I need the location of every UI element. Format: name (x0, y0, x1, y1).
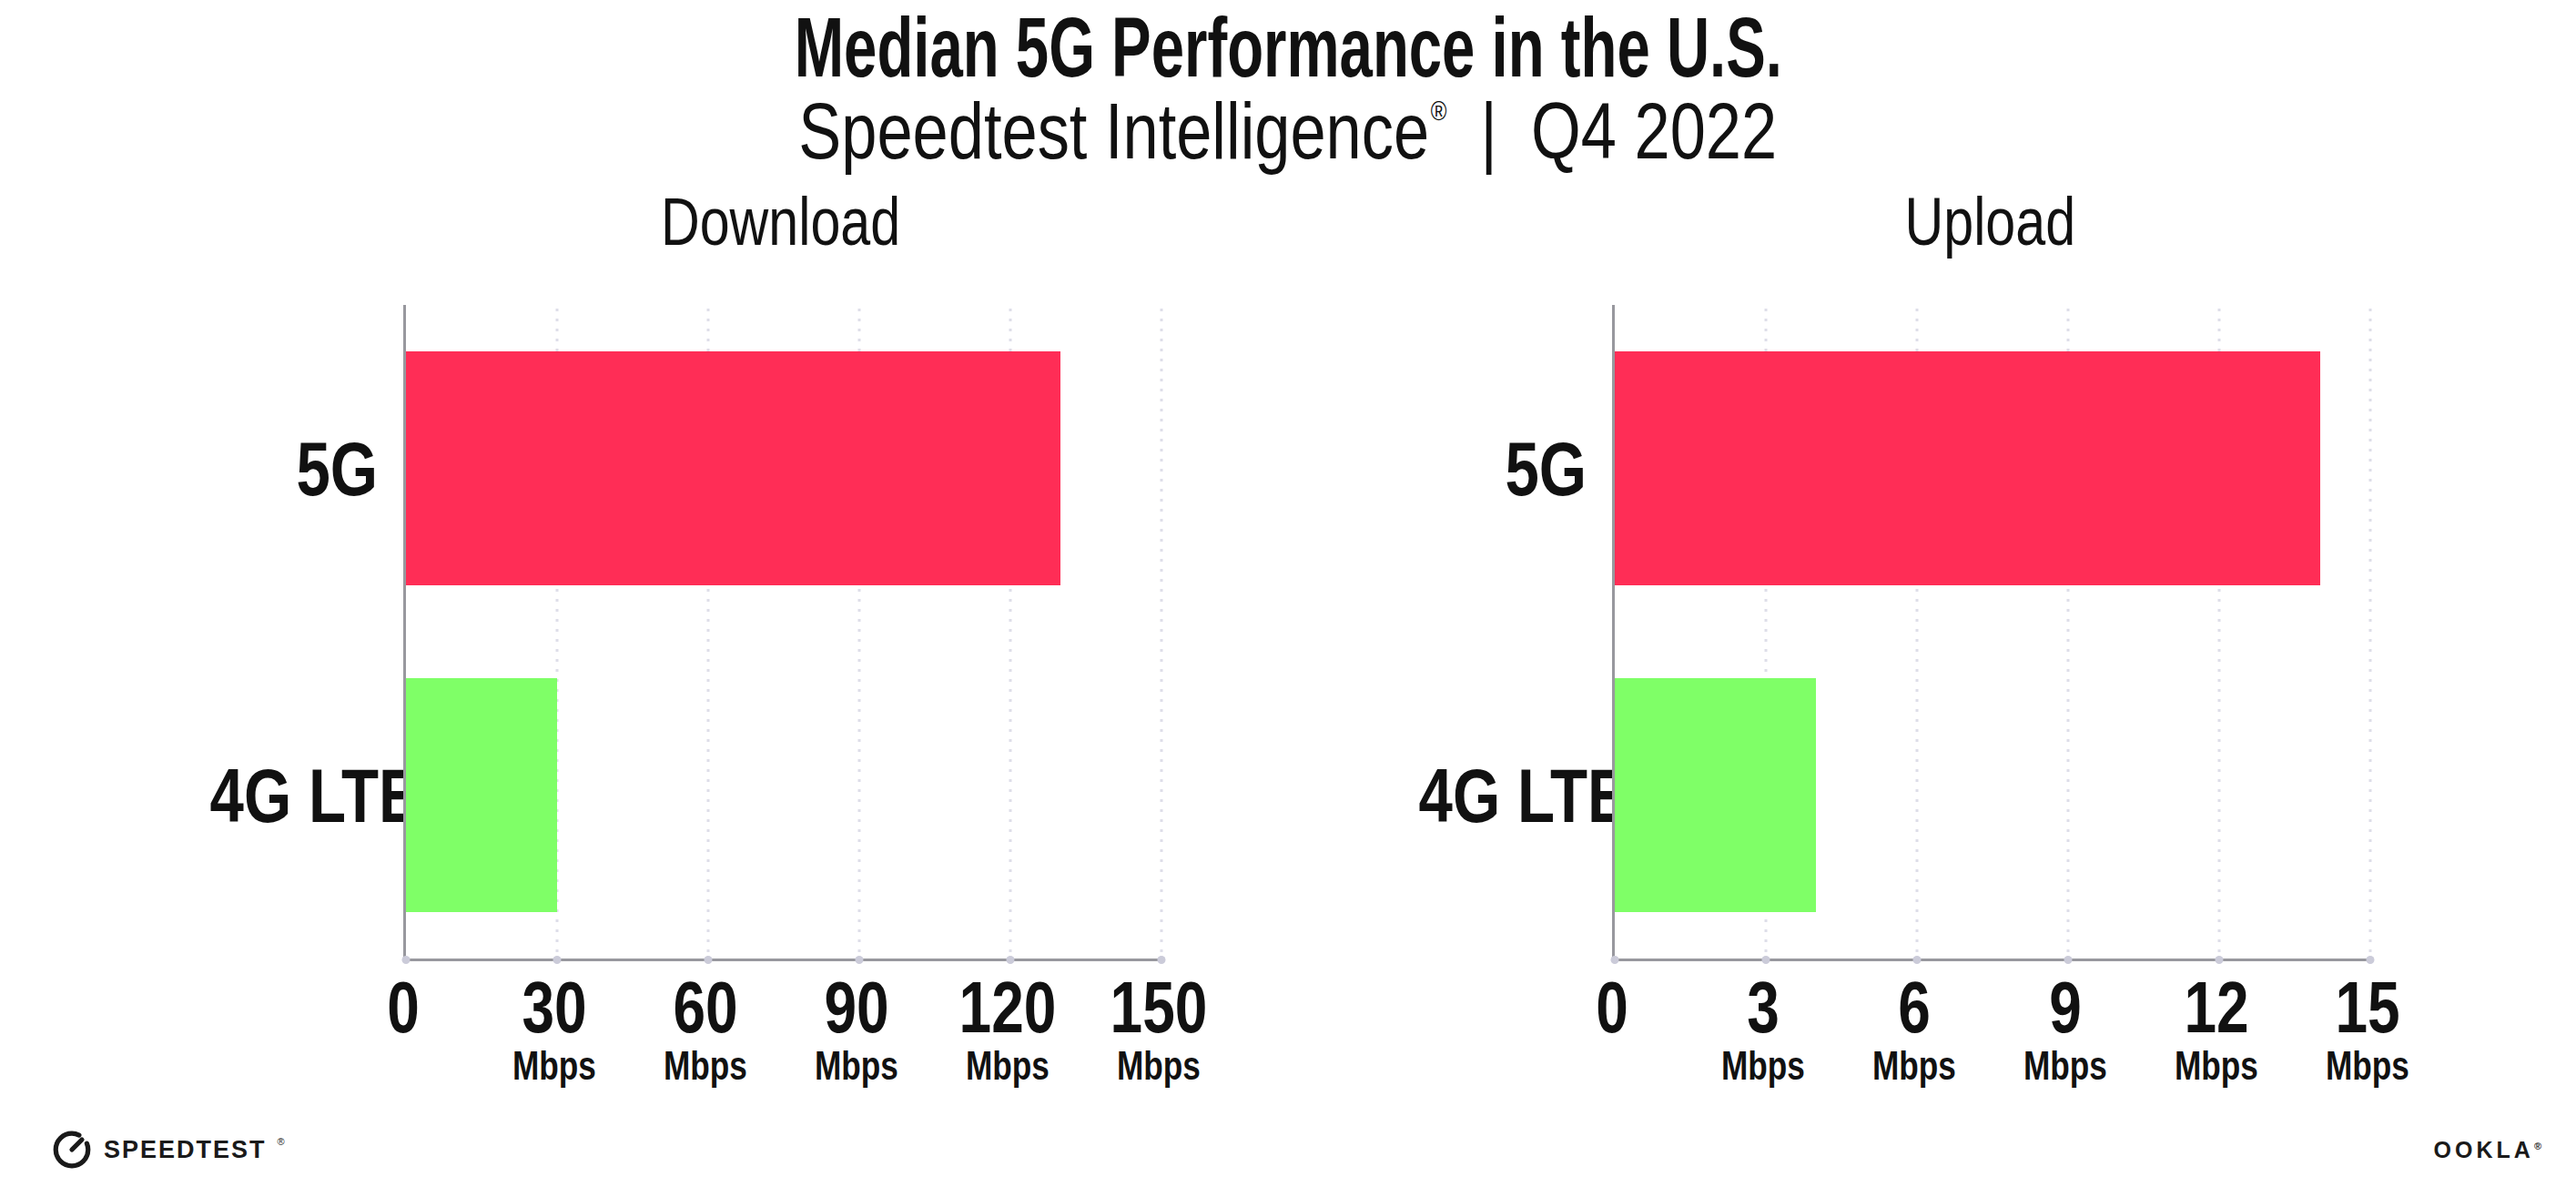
category-label-text: 4G LTE (210, 757, 420, 834)
category-label-5g: 5G (157, 431, 378, 507)
x-tick-unit: Mbps (959, 1046, 1057, 1086)
x-tick-90: 90Mbps (805, 971, 909, 1086)
page-title: Median 5G Performance in the U.S. (0, 5, 2576, 89)
x-tick-unit: Mbps (2175, 1046, 2258, 1086)
upload-category-labels: 5G 4G LTE (1366, 187, 1587, 1106)
x-tick-number: 90 (815, 971, 898, 1044)
gridline-150 (1161, 305, 1163, 959)
x-tick-unit: Mbps (2326, 1046, 2409, 1086)
page-subtitle-text: Speedtest Intelligence® | Q4 2022 (799, 91, 1778, 171)
x-tick-number: 0 (1596, 971, 1628, 1044)
x-tick-12: 12Mbps (2165, 971, 2269, 1086)
x-tick-unit: Mbps (664, 1046, 747, 1086)
infographic-canvas: Median 5G Performance in the U.S. Speedt… (0, 0, 2576, 1197)
x-tick-120: 120Mbps (947, 971, 1068, 1086)
x-tick-number: 120 (959, 971, 1057, 1044)
category-label-5g: 5G (1366, 431, 1587, 507)
ookla-trademark: ® (2534, 1141, 2545, 1151)
page-subtitle: Speedtest Intelligence® | Q4 2022 (0, 91, 2576, 171)
x-tick-0: 0 (1592, 971, 1633, 1044)
x-tick-unit: Mbps (512, 1046, 596, 1086)
x-tick-number: 150 (1111, 971, 1208, 1044)
x-tick-number: 60 (664, 971, 747, 1044)
speedtest-logo: SPEEDTEST ® (51, 1129, 285, 1171)
speedtest-logo-text: SPEEDTEST (104, 1136, 267, 1164)
x-tick-150: 150Mbps (1098, 971, 1219, 1086)
x-tick-number: 0 (387, 971, 420, 1044)
download-x-axis: 030Mbps60Mbps90Mbps120Mbps150Mbps (403, 187, 1159, 1106)
category-label-4g-lte: 4G LTE (1366, 757, 1587, 834)
upload-chart-panel: Upload 5G4G LTE 03Mbps6Mbps9Mbps12Mbps15… (1366, 187, 2368, 1106)
x-tick-number: 6 (1872, 971, 1956, 1044)
download-chart-panel: Download 5G4G LTE 030Mbps60Mbps90Mbps120… (157, 187, 1159, 1106)
category-label-text: 5G (1505, 431, 1587, 507)
x-tick-unit: Mbps (1111, 1046, 1208, 1086)
speedtest-gauge-icon (51, 1129, 93, 1171)
x-tick-3: 3Mbps (1711, 971, 1816, 1086)
x-tick-number: 12 (2175, 971, 2258, 1044)
ookla-logo: OOKLA® (2434, 1137, 2545, 1163)
category-label-text: 5G (296, 431, 378, 507)
speedtest-trademark: ® (278, 1136, 285, 1147)
x-tick-unit: Mbps (1872, 1046, 1956, 1086)
x-tick-60: 60Mbps (654, 971, 758, 1086)
x-tick-number: 30 (512, 971, 596, 1044)
gridline-15 (2369, 305, 2372, 959)
subtitle-separator: | (1481, 86, 1497, 176)
page-title-text: Median 5G Performance in the U.S. (794, 5, 1781, 89)
upload-x-axis: 03Mbps6Mbps9Mbps12Mbps15Mbps (1612, 187, 2368, 1106)
subtitle-brand: Speedtest Intelligence (799, 86, 1430, 176)
x-tick-number: 15 (2326, 971, 2409, 1044)
x-tick-0: 0 (383, 971, 424, 1044)
x-tick-unit: Mbps (1721, 1046, 1805, 1086)
x-tick-number: 3 (1721, 971, 1805, 1044)
x-tick-6: 6Mbps (1862, 971, 1967, 1086)
x-tick-9: 9Mbps (2013, 971, 2118, 1086)
x-tick-unit: Mbps (815, 1046, 898, 1086)
category-label-4g-lte: 4G LTE (157, 757, 378, 834)
x-tick-number: 9 (2023, 971, 2107, 1044)
registered-mark: ® (1431, 96, 1447, 126)
x-tick-15: 15Mbps (2316, 971, 2420, 1086)
x-tick-30: 30Mbps (502, 971, 607, 1086)
ookla-logo-text: OOKLA (2434, 1137, 2534, 1162)
subtitle-period: Q4 2022 (1531, 86, 1777, 176)
download-category-labels: 5G 4G LTE (157, 187, 378, 1106)
category-label-text: 4G LTE (1419, 757, 1628, 834)
x-tick-unit: Mbps (2023, 1046, 2107, 1086)
